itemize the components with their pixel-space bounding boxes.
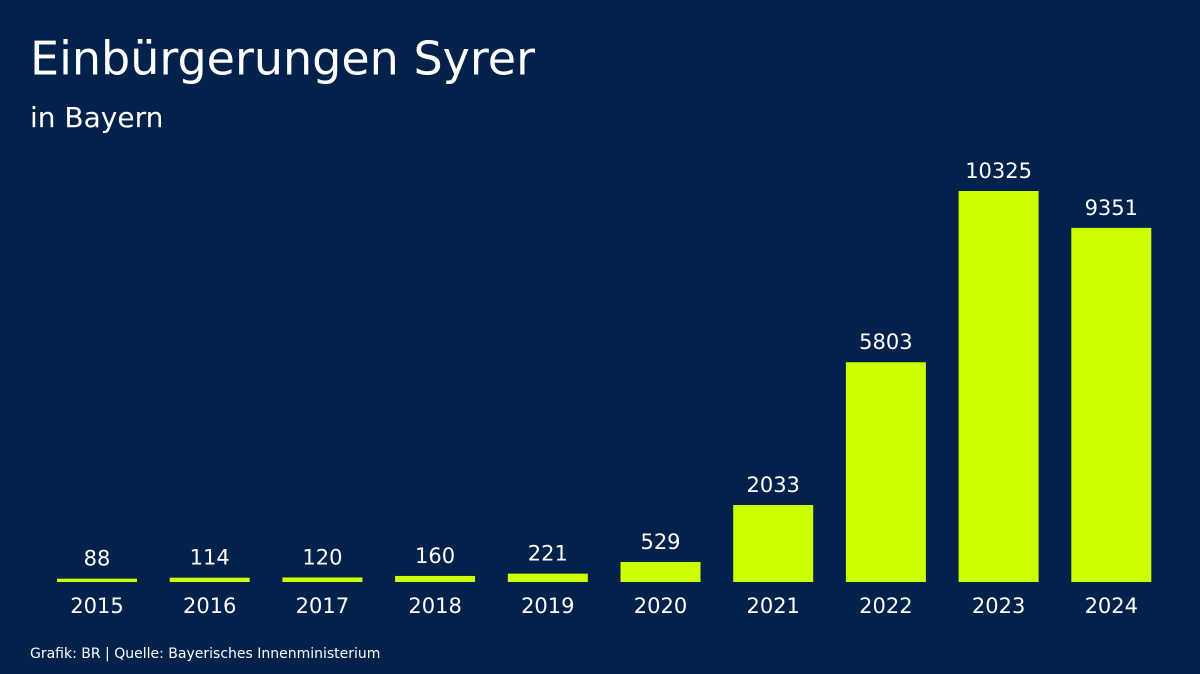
bar <box>507 573 588 582</box>
bar <box>845 362 926 582</box>
x-tick-label: 2020 <box>634 594 687 618</box>
x-tick-label: 2021 <box>746 594 799 618</box>
bar <box>958 191 1039 582</box>
bar <box>395 575 476 582</box>
value-label: 529 <box>640 530 680 554</box>
value-label: 10325 <box>965 159 1032 183</box>
x-tick-label: 2015 <box>70 594 123 618</box>
bar <box>282 577 363 582</box>
source-note: Grafik: BR | Quelle: Bayerisches Innenmi… <box>30 646 380 662</box>
value-label: 9351 <box>1085 196 1138 220</box>
x-tick-label: 2023 <box>972 594 1025 618</box>
chart-title: Einbürgerungen Syrer <box>30 32 535 86</box>
bar <box>1071 227 1152 582</box>
x-tick-label: 2016 <box>183 594 236 618</box>
x-tick-label: 2018 <box>408 594 461 618</box>
x-tick-label: 2017 <box>296 594 349 618</box>
value-label: 88 <box>84 547 111 571</box>
value-label: 114 <box>190 546 230 570</box>
x-tick-label: 2019 <box>521 594 574 618</box>
value-label: 5803 <box>859 330 912 354</box>
bar <box>57 578 137 582</box>
chart-subtitle: in Bayern <box>30 101 163 134</box>
value-label: 2033 <box>746 473 799 497</box>
bar <box>169 577 250 582</box>
bar <box>733 505 814 582</box>
value-label: 221 <box>528 542 568 566</box>
value-label: 120 <box>302 545 342 569</box>
bar <box>620 561 701 582</box>
x-tick-label: 2022 <box>859 594 912 618</box>
x-tick-label: 2024 <box>1085 594 1138 618</box>
value-label: 160 <box>415 544 455 568</box>
